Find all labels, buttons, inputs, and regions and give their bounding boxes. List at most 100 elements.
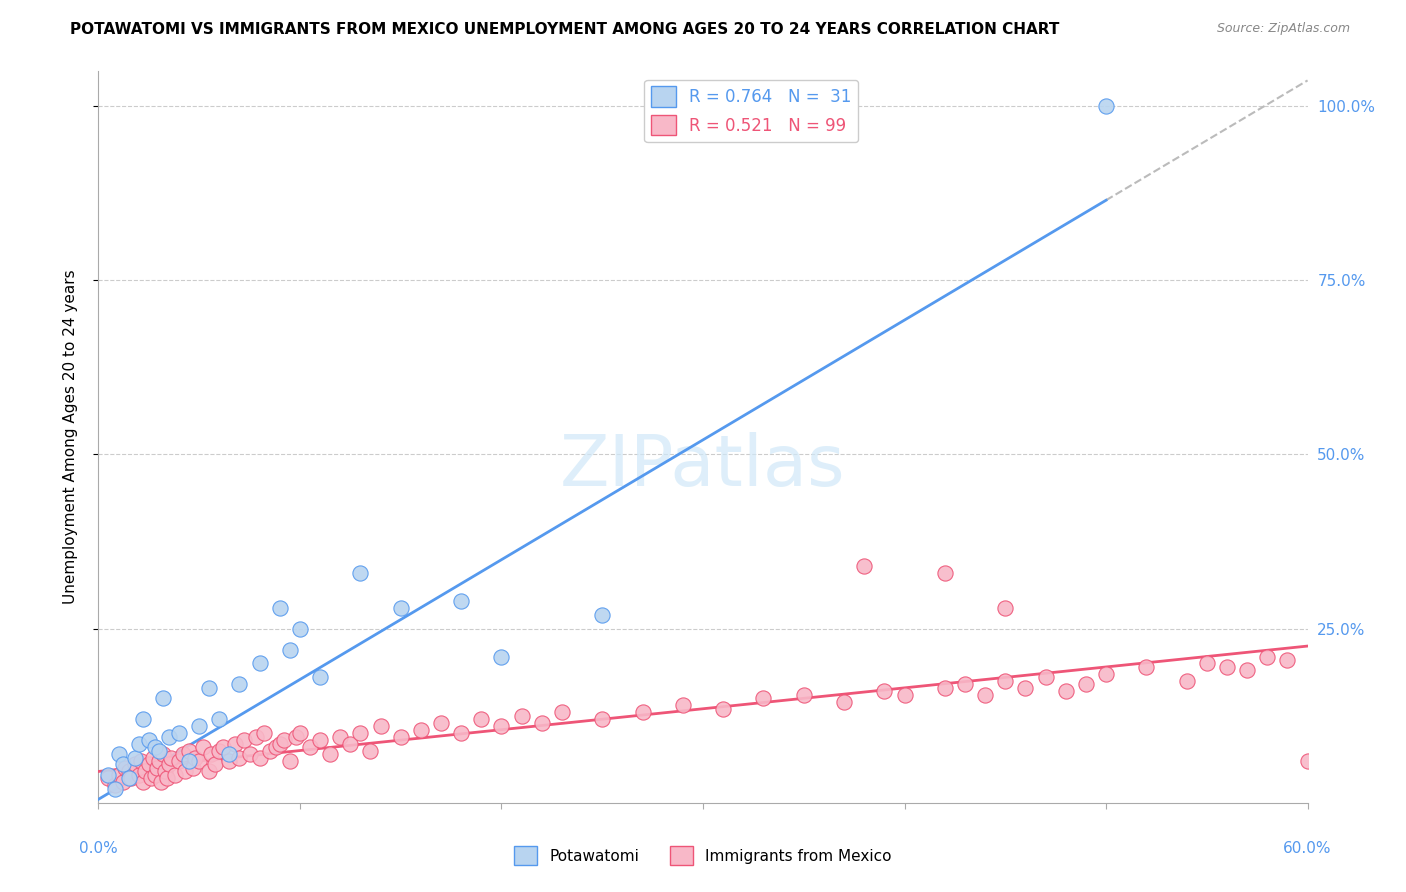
Point xyxy=(139,772,162,786)
Point xyxy=(711,702,734,716)
Point xyxy=(1014,681,1036,695)
Point xyxy=(1236,664,1258,678)
Point xyxy=(1054,684,1077,698)
Point xyxy=(430,715,453,730)
Point xyxy=(134,764,156,779)
Point xyxy=(853,558,876,573)
Point xyxy=(143,768,166,782)
Point xyxy=(148,754,170,768)
Point xyxy=(188,754,211,768)
Point xyxy=(1095,667,1118,681)
Point xyxy=(1095,99,1118,113)
Point xyxy=(264,740,287,755)
Point xyxy=(832,695,855,709)
Y-axis label: Unemployment Among Ages 20 to 24 years: Unemployment Among Ages 20 to 24 years xyxy=(63,269,77,605)
Legend: R = 0.764   N =  31, R = 0.521   N = 99: R = 0.764 N = 31, R = 0.521 N = 99 xyxy=(644,79,859,142)
Point xyxy=(1256,649,1278,664)
Point xyxy=(269,600,291,615)
Point xyxy=(107,768,129,782)
Point xyxy=(208,743,231,757)
Point xyxy=(1175,673,1198,688)
Point xyxy=(259,743,281,757)
Point xyxy=(149,775,172,789)
Point xyxy=(934,681,956,695)
Point xyxy=(228,677,250,691)
Point xyxy=(470,712,492,726)
Point xyxy=(172,747,194,761)
Point xyxy=(142,750,165,764)
Point xyxy=(153,764,176,779)
Point xyxy=(224,737,246,751)
Point xyxy=(132,775,155,789)
Point xyxy=(111,757,134,772)
Point xyxy=(360,743,382,757)
Point xyxy=(288,622,311,636)
Point xyxy=(893,688,915,702)
Point xyxy=(111,775,134,789)
Point xyxy=(167,726,190,740)
Point xyxy=(245,730,267,744)
Point xyxy=(138,733,160,747)
Text: ZIPatlas: ZIPatlas xyxy=(560,432,846,500)
Point xyxy=(181,761,204,775)
Point xyxy=(157,757,180,772)
Point xyxy=(631,705,654,719)
Point xyxy=(138,757,160,772)
Point xyxy=(239,747,262,761)
Point xyxy=(1035,670,1057,684)
Point xyxy=(284,730,307,744)
Point xyxy=(1195,657,1218,671)
Point xyxy=(200,747,222,761)
Point xyxy=(752,691,775,706)
Point xyxy=(349,726,371,740)
Point xyxy=(228,750,250,764)
Point xyxy=(174,764,197,779)
Point xyxy=(370,719,392,733)
Point xyxy=(873,684,896,698)
Point xyxy=(163,768,186,782)
Point xyxy=(309,670,332,684)
Point xyxy=(1277,653,1299,667)
Point xyxy=(114,761,136,775)
Point xyxy=(591,607,613,622)
Text: 0.0%: 0.0% xyxy=(79,841,118,856)
Point xyxy=(273,733,295,747)
Point xyxy=(218,754,240,768)
Point xyxy=(994,600,1017,615)
Point xyxy=(152,747,174,761)
Point xyxy=(934,566,956,580)
Point xyxy=(278,642,301,657)
Point xyxy=(409,723,432,737)
Point xyxy=(530,715,553,730)
Point xyxy=(269,737,291,751)
Point xyxy=(450,726,472,740)
Point xyxy=(591,712,613,726)
Point xyxy=(253,726,276,740)
Point xyxy=(1074,677,1097,691)
Point xyxy=(994,673,1017,688)
Point xyxy=(124,757,146,772)
Point xyxy=(118,772,141,786)
Point xyxy=(212,740,235,755)
Text: Source: ZipAtlas.com: Source: ZipAtlas.com xyxy=(1216,22,1350,36)
Point xyxy=(329,730,352,744)
Point xyxy=(160,750,183,764)
Text: 60.0%: 60.0% xyxy=(1284,841,1331,856)
Point xyxy=(208,712,231,726)
Point xyxy=(146,761,169,775)
Point xyxy=(103,781,125,796)
Point xyxy=(188,719,211,733)
Point xyxy=(198,764,221,779)
Point xyxy=(232,733,254,747)
Point xyxy=(249,750,271,764)
Point xyxy=(793,688,815,702)
Point xyxy=(1135,660,1157,674)
Point xyxy=(450,594,472,608)
Point xyxy=(672,698,695,713)
Point xyxy=(120,772,142,786)
Point xyxy=(152,691,174,706)
Point xyxy=(349,566,371,580)
Point xyxy=(103,778,125,792)
Point xyxy=(491,649,513,664)
Point xyxy=(278,754,301,768)
